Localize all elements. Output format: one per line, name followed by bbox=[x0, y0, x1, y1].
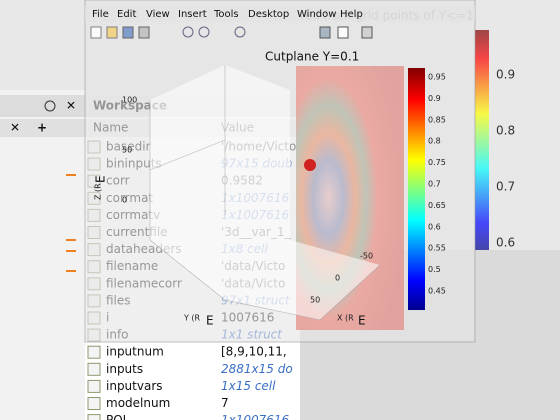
colorbar-label: 0.6 bbox=[428, 222, 441, 231]
marker bbox=[66, 250, 76, 252]
menu-item[interactable]: Help bbox=[340, 9, 363, 20]
plot-title: Cutplane Y=0.1 bbox=[265, 50, 359, 64]
colorbar-label: 0.95 bbox=[428, 73, 446, 82]
tool-icon[interactable] bbox=[234, 26, 246, 38]
var-name[interactable]: inputnum bbox=[106, 345, 164, 359]
panel-close[interactable]: ✕ bbox=[66, 99, 76, 113]
var-name[interactable]: inputvars bbox=[106, 379, 163, 393]
background-colorbar-label: 0.9 bbox=[496, 68, 515, 82]
z-tick-label: 50 bbox=[122, 146, 132, 155]
tab-row bbox=[0, 119, 85, 137]
axis-label-sub: E bbox=[94, 175, 108, 183]
background-colorbar-label: 0.7 bbox=[496, 180, 515, 194]
var-value: 1x1007616 bbox=[221, 413, 290, 420]
axis-label-sub: E bbox=[358, 314, 366, 328]
z-tick-label: 0 bbox=[122, 196, 127, 205]
tool-icon[interactable] bbox=[319, 26, 331, 39]
colorbar-label: 0.75 bbox=[428, 158, 446, 167]
menu-item[interactable]: Edit bbox=[117, 9, 136, 20]
tool-icon[interactable] bbox=[182, 26, 194, 38]
colorbar bbox=[408, 68, 425, 310]
z-tick-label: 100 bbox=[122, 96, 137, 105]
menu-item[interactable]: View bbox=[146, 9, 170, 20]
background-colorbar bbox=[475, 30, 489, 250]
tab-add[interactable]: + bbox=[37, 121, 47, 135]
marker bbox=[66, 270, 76, 272]
axes-grid bbox=[149, 65, 381, 321]
menu-item[interactable]: Desktop bbox=[248, 9, 289, 20]
colorbar-label: 0.5 bbox=[428, 265, 441, 274]
colorbar-label: 0.7 bbox=[428, 180, 441, 189]
var-icon bbox=[87, 397, 101, 410]
var-value: 2881x15 do bbox=[221, 362, 293, 376]
axis-label-z: Z (R bbox=[94, 183, 103, 200]
x-tick-label: 0 bbox=[335, 274, 340, 283]
axis-label-x: X (R bbox=[337, 314, 354, 323]
colorbar-label: 0.85 bbox=[428, 115, 446, 124]
axes-floor bbox=[150, 215, 380, 320]
tool-icon[interactable] bbox=[337, 26, 349, 39]
planet bbox=[304, 159, 316, 171]
background-colorbar-label: 0.6 bbox=[496, 236, 515, 250]
menu-item[interactable]: Window bbox=[297, 9, 336, 20]
tool-icon[interactable] bbox=[106, 26, 118, 39]
tab-close[interactable]: ✕ bbox=[10, 121, 20, 135]
var-name[interactable]: modelnum bbox=[106, 396, 170, 410]
colorbar-label: 0.45 bbox=[428, 287, 446, 296]
var-name[interactable]: inputs bbox=[106, 362, 143, 376]
var-value: [8,9,10,11, bbox=[221, 345, 287, 359]
axes-box bbox=[150, 65, 290, 240]
tool-icon[interactable] bbox=[361, 26, 373, 39]
left-header bbox=[0, 95, 85, 117]
marker bbox=[66, 239, 76, 241]
axis-label-sub: E bbox=[206, 314, 214, 328]
menu-bar bbox=[85, 6, 475, 22]
x-tick-label: 50 bbox=[310, 296, 320, 305]
x-tick-label: -50 bbox=[360, 252, 373, 261]
panel-menu-icon[interactable] bbox=[44, 100, 56, 112]
colorbar-label: 0.9 bbox=[428, 94, 441, 103]
var-icon bbox=[87, 414, 101, 420]
menu-item[interactable]: File bbox=[92, 9, 109, 20]
var-icon bbox=[87, 379, 101, 393]
colorbar-label: 0.8 bbox=[428, 137, 441, 146]
menu-item[interactable]: Insert bbox=[178, 9, 207, 20]
tool-icon[interactable] bbox=[122, 26, 134, 39]
var-icon bbox=[87, 362, 101, 376]
colorbar-label: 0.65 bbox=[428, 201, 446, 210]
colorbar-label: 0.55 bbox=[428, 244, 446, 253]
var-icon bbox=[87, 345, 101, 359]
var-value: 7 bbox=[221, 396, 229, 410]
background-colorbar-label: 0.8 bbox=[496, 124, 515, 138]
axis-label-y: Y (R bbox=[183, 314, 201, 323]
var-name[interactable]: POI bbox=[106, 413, 126, 420]
marker bbox=[66, 174, 76, 176]
var-value: 1x15 cell bbox=[221, 379, 276, 393]
tool-icon[interactable] bbox=[138, 26, 150, 39]
toolbar bbox=[90, 26, 373, 39]
tool-icon[interactable] bbox=[198, 26, 210, 38]
left-panel bbox=[0, 90, 85, 420]
menu-item[interactable]: Tools bbox=[213, 9, 239, 20]
tool-icon[interactable] bbox=[90, 26, 102, 39]
